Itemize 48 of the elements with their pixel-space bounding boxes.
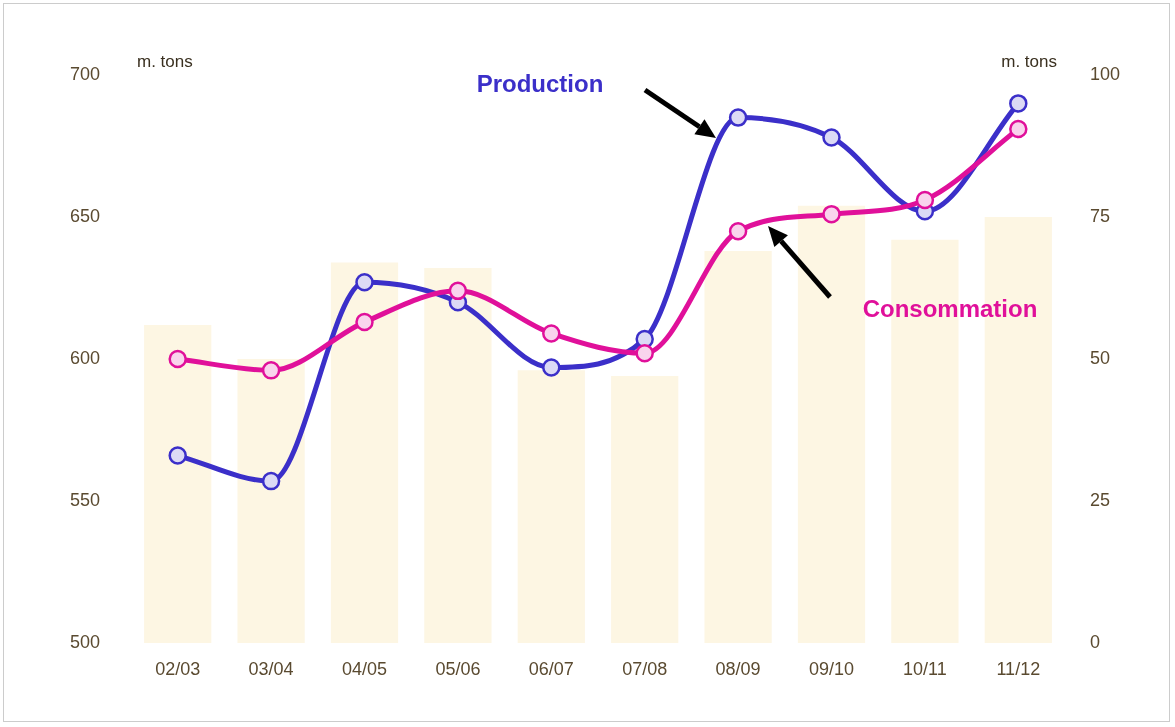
x-tick-label: 06/07 [528,658,574,679]
x-tick-label: 02/03 [155,658,201,679]
bar [144,324,212,643]
y-tick-label: 650 [69,205,100,226]
text: Production [476,69,604,97]
point [168,446,187,465]
y-tick-label: 550 [69,489,100,510]
y2-tick-label: 25 [1090,489,1111,510]
y2-tick-label: 0 [1090,631,1101,652]
x-tick-label: 11/12 [996,658,1041,679]
x-tick-label: 03/04 [248,658,294,679]
y-axis-title: m. tons [137,52,193,72]
point [355,312,374,332]
point [822,128,841,147]
bar [517,370,585,643]
x-tick-label: 08/09 [715,658,761,679]
point [1009,94,1028,113]
point [168,349,187,369]
text: Consommation [862,294,1038,322]
point [822,204,841,224]
point [542,324,561,343]
point [261,471,281,491]
x-tick-label: 05/06 [435,658,481,679]
y2-axis-title: m. tons [1001,52,1057,72]
y-tick-label: 700 [69,63,100,84]
x-tick-label: 10/11 [903,658,947,679]
x-tick-label: 07/08 [622,658,668,679]
y2-tick-label: 75 [1090,205,1111,226]
y-tick-label: 600 [69,347,100,368]
bar [611,376,679,643]
point [915,190,935,210]
bar [330,262,399,643]
point [1009,119,1028,139]
y-tick-label: 500 [69,631,100,652]
bar [704,251,772,643]
x-tick-label: 09/10 [808,658,855,679]
point [542,358,561,377]
bar [424,268,492,643]
point [448,281,468,301]
x-tick-label: 04/05 [341,658,388,679]
y2-tick-label: 100 [1090,63,1121,84]
bar [237,359,305,643]
point [728,221,748,241]
point [355,273,374,292]
point [261,361,281,380]
point [635,344,654,363]
point [728,108,748,127]
y2-tick-label: 50 [1090,347,1111,368]
